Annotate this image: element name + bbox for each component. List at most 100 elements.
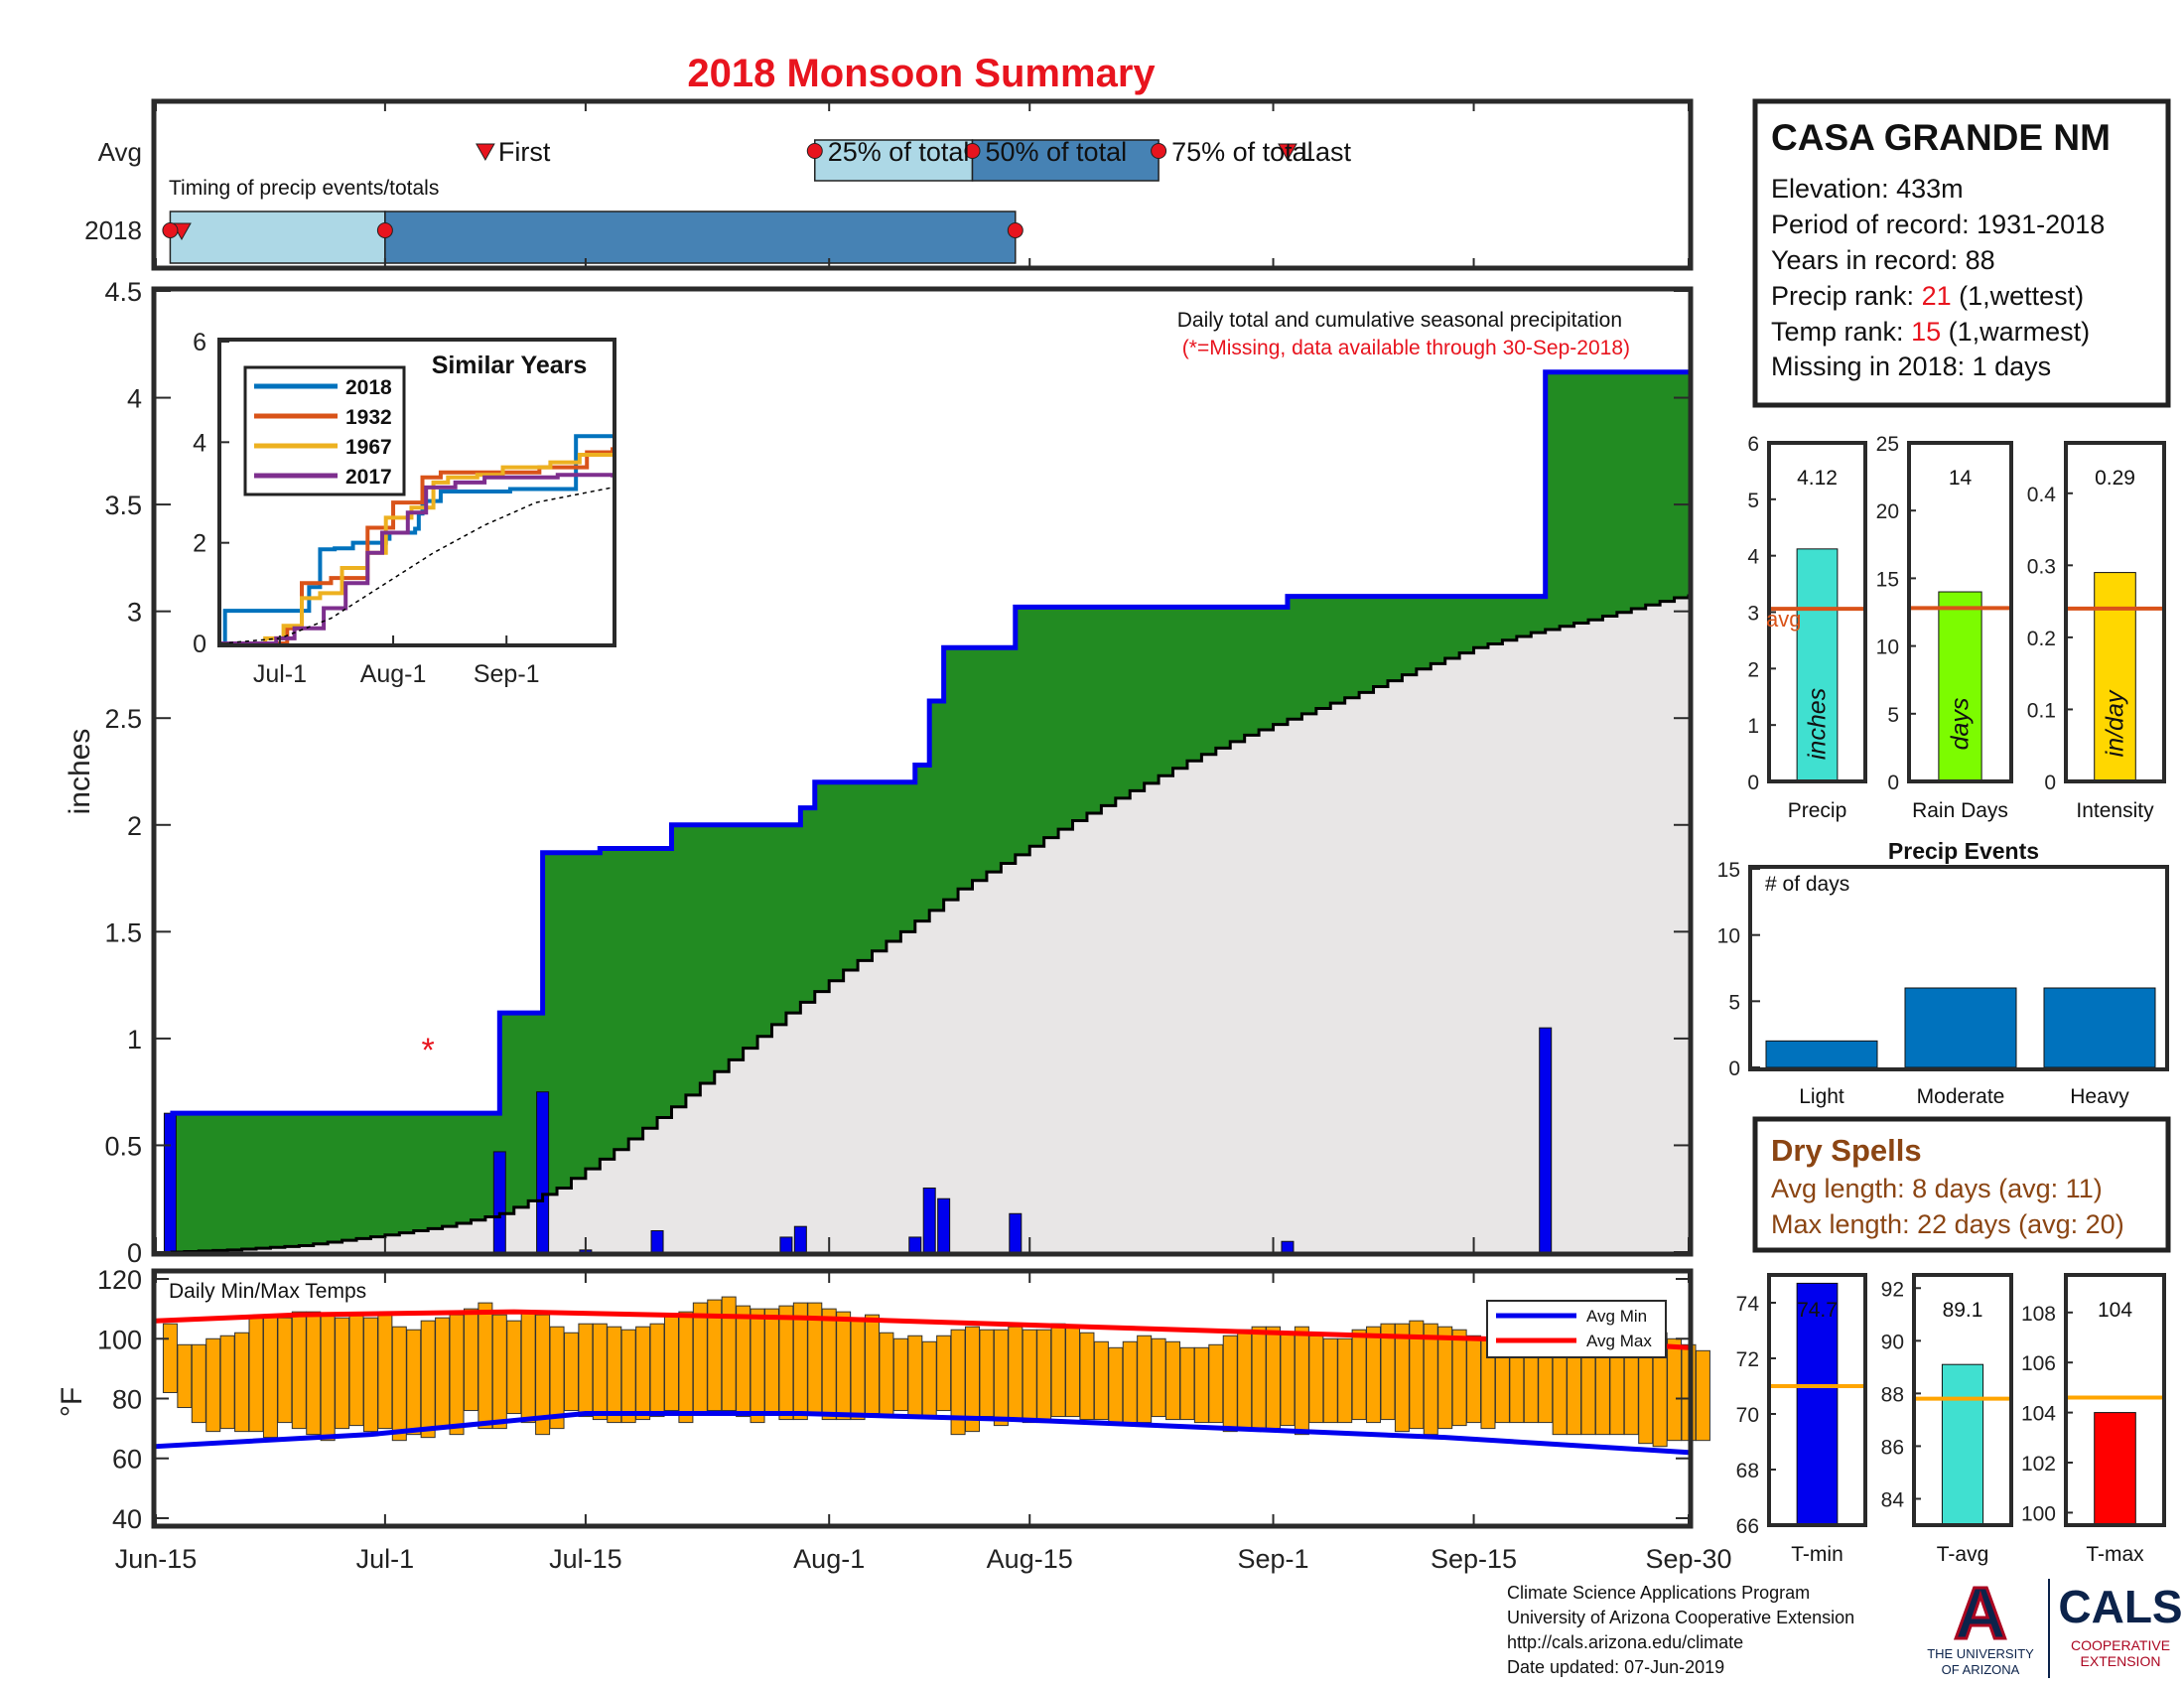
avg-q50-q75-box [971, 139, 1160, 182]
main-missing-note: (*=Missing, data available through 30-Se… [1182, 337, 1630, 359]
main-area-layer [170, 371, 1689, 1253]
avg-q75-marker [1151, 143, 1167, 159]
summary-bar [2094, 1412, 2136, 1526]
daily-precip-bar [1539, 1027, 1553, 1253]
summary-category-label: T-avg [1937, 1543, 1989, 1566]
inset-title: Similar Years [432, 352, 588, 379]
ua-line2: OF ARIZONA [1942, 1662, 2020, 1677]
events-axes: 0 5 10 15 Light Moderate Heavy [1717, 859, 2130, 1108]
precip-rank-label: Precip rank: [1771, 281, 1922, 311]
events-bar [1904, 987, 2017, 1068]
summary-panel-frame [1767, 1273, 1867, 1527]
inset-y-tick-label: 4 [193, 429, 206, 457]
q50-label: 50% of total [986, 137, 1128, 167]
summary-panel-tmin: 66 68 70 72 74 74.7 T-min [1736, 1273, 1867, 1566]
temp-rank-note: (1,warmest) [1941, 317, 2090, 347]
summary-y-tick-label: 86 [1881, 1436, 1904, 1459]
q75-label: 75% of total [1171, 137, 1313, 167]
2018-q25-marker [162, 222, 179, 238]
temp-range-bar [320, 1314, 336, 1442]
x-tick-label: Jun-15 [115, 1544, 198, 1574]
timing-avg-row-label: Avg [98, 137, 142, 167]
legend-avg-min: Avg Min [1586, 1307, 1647, 1326]
temp-range-bar [1208, 1343, 1224, 1424]
cumulative-avg-line [170, 594, 1691, 1254]
temp-range-bar [1008, 1326, 1024, 1421]
station-temp-rank: Temp rank: 15 (1,warmest) [1771, 317, 2090, 347]
events-bar [1765, 1040, 1878, 1068]
daily-precip-bar [908, 1236, 922, 1253]
summary-y-tick-label: 104 [2021, 1403, 2056, 1426]
summary-panel-frame [1912, 1273, 2013, 1527]
temp-range-bar [736, 1305, 751, 1418]
temp-bars [162, 1296, 1710, 1448]
daily-precip-bar [492, 1151, 506, 1253]
precip-rank-value: 21 [1922, 281, 1952, 311]
summary-category-label: T-max [2086, 1543, 2144, 1566]
summary-panel-tmax: 100 102 104 106 108 104 T-max [2021, 1273, 2166, 1566]
temp-range-bar [1322, 1337, 1338, 1424]
temp-range-bar [205, 1337, 221, 1433]
summary-y-tick-label: 0 [2044, 772, 2056, 794]
summary-y-tick-label: 88 [1881, 1383, 1904, 1406]
temp-range-bar [1351, 1329, 1367, 1421]
temp-range-bar [435, 1317, 451, 1430]
avg-last-marker [1278, 143, 1297, 162]
temp-y-axis: 40 60 80 100 120 [97, 1265, 1689, 1534]
temp-range-bar [1065, 1326, 1081, 1418]
main-y-tick-label: 4 [127, 384, 142, 414]
temp-range-bar [234, 1332, 250, 1433]
avg-q50-marker [964, 143, 981, 159]
temp-range-bar [979, 1329, 995, 1418]
temp-range-bar [177, 1343, 193, 1409]
summary-y-tick-label: 25 [1876, 433, 1899, 456]
temp-range-bar [463, 1308, 478, 1412]
temp-range-bar [162, 1323, 178, 1393]
temp-y-tick-label: 60 [112, 1445, 142, 1475]
summary-bar [1796, 1282, 1839, 1526]
footer: Climate Science Applications Program Uni… [1507, 1571, 2183, 1678]
temp-range-bar [362, 1317, 378, 1433]
temp-range-bar [277, 1317, 293, 1424]
summary-unit-label: in/day [2102, 689, 2129, 757]
main-y-axis: 0 0.5 1 1.5 2 2.5 3 3.5 4 4.5 [104, 277, 1689, 1268]
x-tick-label: Aug-1 [793, 1544, 865, 1574]
temp-title: Daily Min/Max Temps [169, 1280, 366, 1303]
precip-events-panel: Precip Events 0 5 10 15 Light Moderate Heavy #… [1717, 838, 2169, 1108]
main-y-tick-label: 0 [127, 1238, 142, 1268]
inset-x-tick-label: Jul-1 [253, 660, 307, 688]
summary-panel-intensity: 0 0.1 0.2 0.3 0.4 0.29 Intensity in/day [2027, 441, 2166, 822]
main-x-axis: Jun-15 Jul-1 Jul-15 Aug-1 Aug-15 Sep-1 Sep-15 S… [115, 1237, 1732, 1574]
temp-range-bar [607, 1326, 622, 1424]
summary-y-tick-label: 100 [2021, 1502, 2056, 1525]
x-tick-label: Sep-1 [1238, 1544, 1309, 1574]
inset-x-tick-label: Aug-1 [360, 660, 427, 688]
events-y-tick-label: 10 [1717, 925, 1740, 948]
summary-panel-frame [2064, 1273, 2166, 1527]
similar-years-inset: 0 2 4 6 Jul-1 Aug-1 Sep-1 Similar Years 2018 19… [193, 329, 616, 688]
summary-value-label: 0.29 [2095, 467, 2135, 490]
temp-range-bar [763, 1308, 779, 1415]
x-tick-label: Sep-30 [1645, 1544, 1731, 1574]
footer-line1: Climate Science Applications Program [1507, 1583, 1810, 1603]
summary-panel-tavg: 84 86 88 90 92 89.1 T-avg [1881, 1273, 2013, 1566]
events-y-tick-label: 5 [1728, 991, 1740, 1014]
precip-rank-note: (1,wettest) [1952, 281, 2085, 311]
temp-range-bar [1137, 1335, 1153, 1424]
summary-value-label: 89.1 [1943, 1299, 1983, 1322]
timing-boxes [155, 103, 1690, 266]
temp-range-bar [506, 1320, 522, 1415]
summary-bar [1941, 1363, 1984, 1526]
x-tick-label: Jul-15 [549, 1544, 622, 1574]
main-note: Daily total and cumulative seasonal prec… [1177, 309, 1622, 332]
temp-plot-frame [151, 1268, 1694, 1529]
cals-wordmark: CALS [2058, 1581, 2182, 1632]
temp-range-bar [892, 1337, 908, 1412]
summary-panel-frame [2064, 441, 2166, 783]
cals-line1: COOPERATIVE [2071, 1637, 2170, 1653]
footer-line4: Date updated: 07-Jun-2019 [1507, 1657, 1724, 1677]
station-period: Period of record: 1931-2018 [1771, 210, 2105, 239]
2018-q50-marker [376, 222, 393, 238]
summary-y-tick-label: 3 [1747, 603, 1759, 626]
temp-range-bar [1079, 1332, 1095, 1421]
